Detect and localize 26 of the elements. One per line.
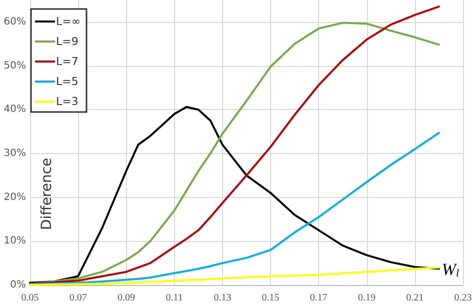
x-tick-label: 0.11	[166, 292, 183, 304]
y-tick-label: 30%	[4, 148, 26, 159]
x-tick-label: 0.09	[117, 292, 135, 304]
y-tick-label: 40%	[4, 104, 26, 116]
y-tick-label: 0%	[10, 280, 26, 290]
y-tick-label: 10%	[4, 236, 26, 247]
x-tick-label: 0.05	[21, 292, 39, 304]
legend-label: L=∞	[56, 15, 81, 28]
y-tick-label: 20%	[4, 192, 26, 203]
x-tick-label: 0.13	[214, 292, 232, 304]
legend-label: L=3	[56, 95, 78, 108]
y-tick-label: 50%	[4, 60, 26, 72]
x-tick-label: 0.07	[69, 292, 87, 304]
y-axis-title: Difference	[39, 158, 55, 230]
x-tick-label: 0.15	[262, 292, 280, 304]
legend-label: L=9	[56, 35, 78, 48]
y-tick-label: 60%	[4, 16, 26, 28]
x-tick-label: 0.23	[454, 292, 472, 304]
line-series	[29, 266, 440, 286]
x-tick-label: 0.21	[406, 292, 424, 304]
x-tick-label: 0.17	[310, 292, 328, 304]
x-tick-label: 0.19	[358, 292, 376, 304]
line-series	[29, 132, 440, 286]
legend-label: L=5	[56, 75, 78, 88]
line-series	[29, 106, 440, 284]
legend-label: L=7	[56, 55, 78, 68]
